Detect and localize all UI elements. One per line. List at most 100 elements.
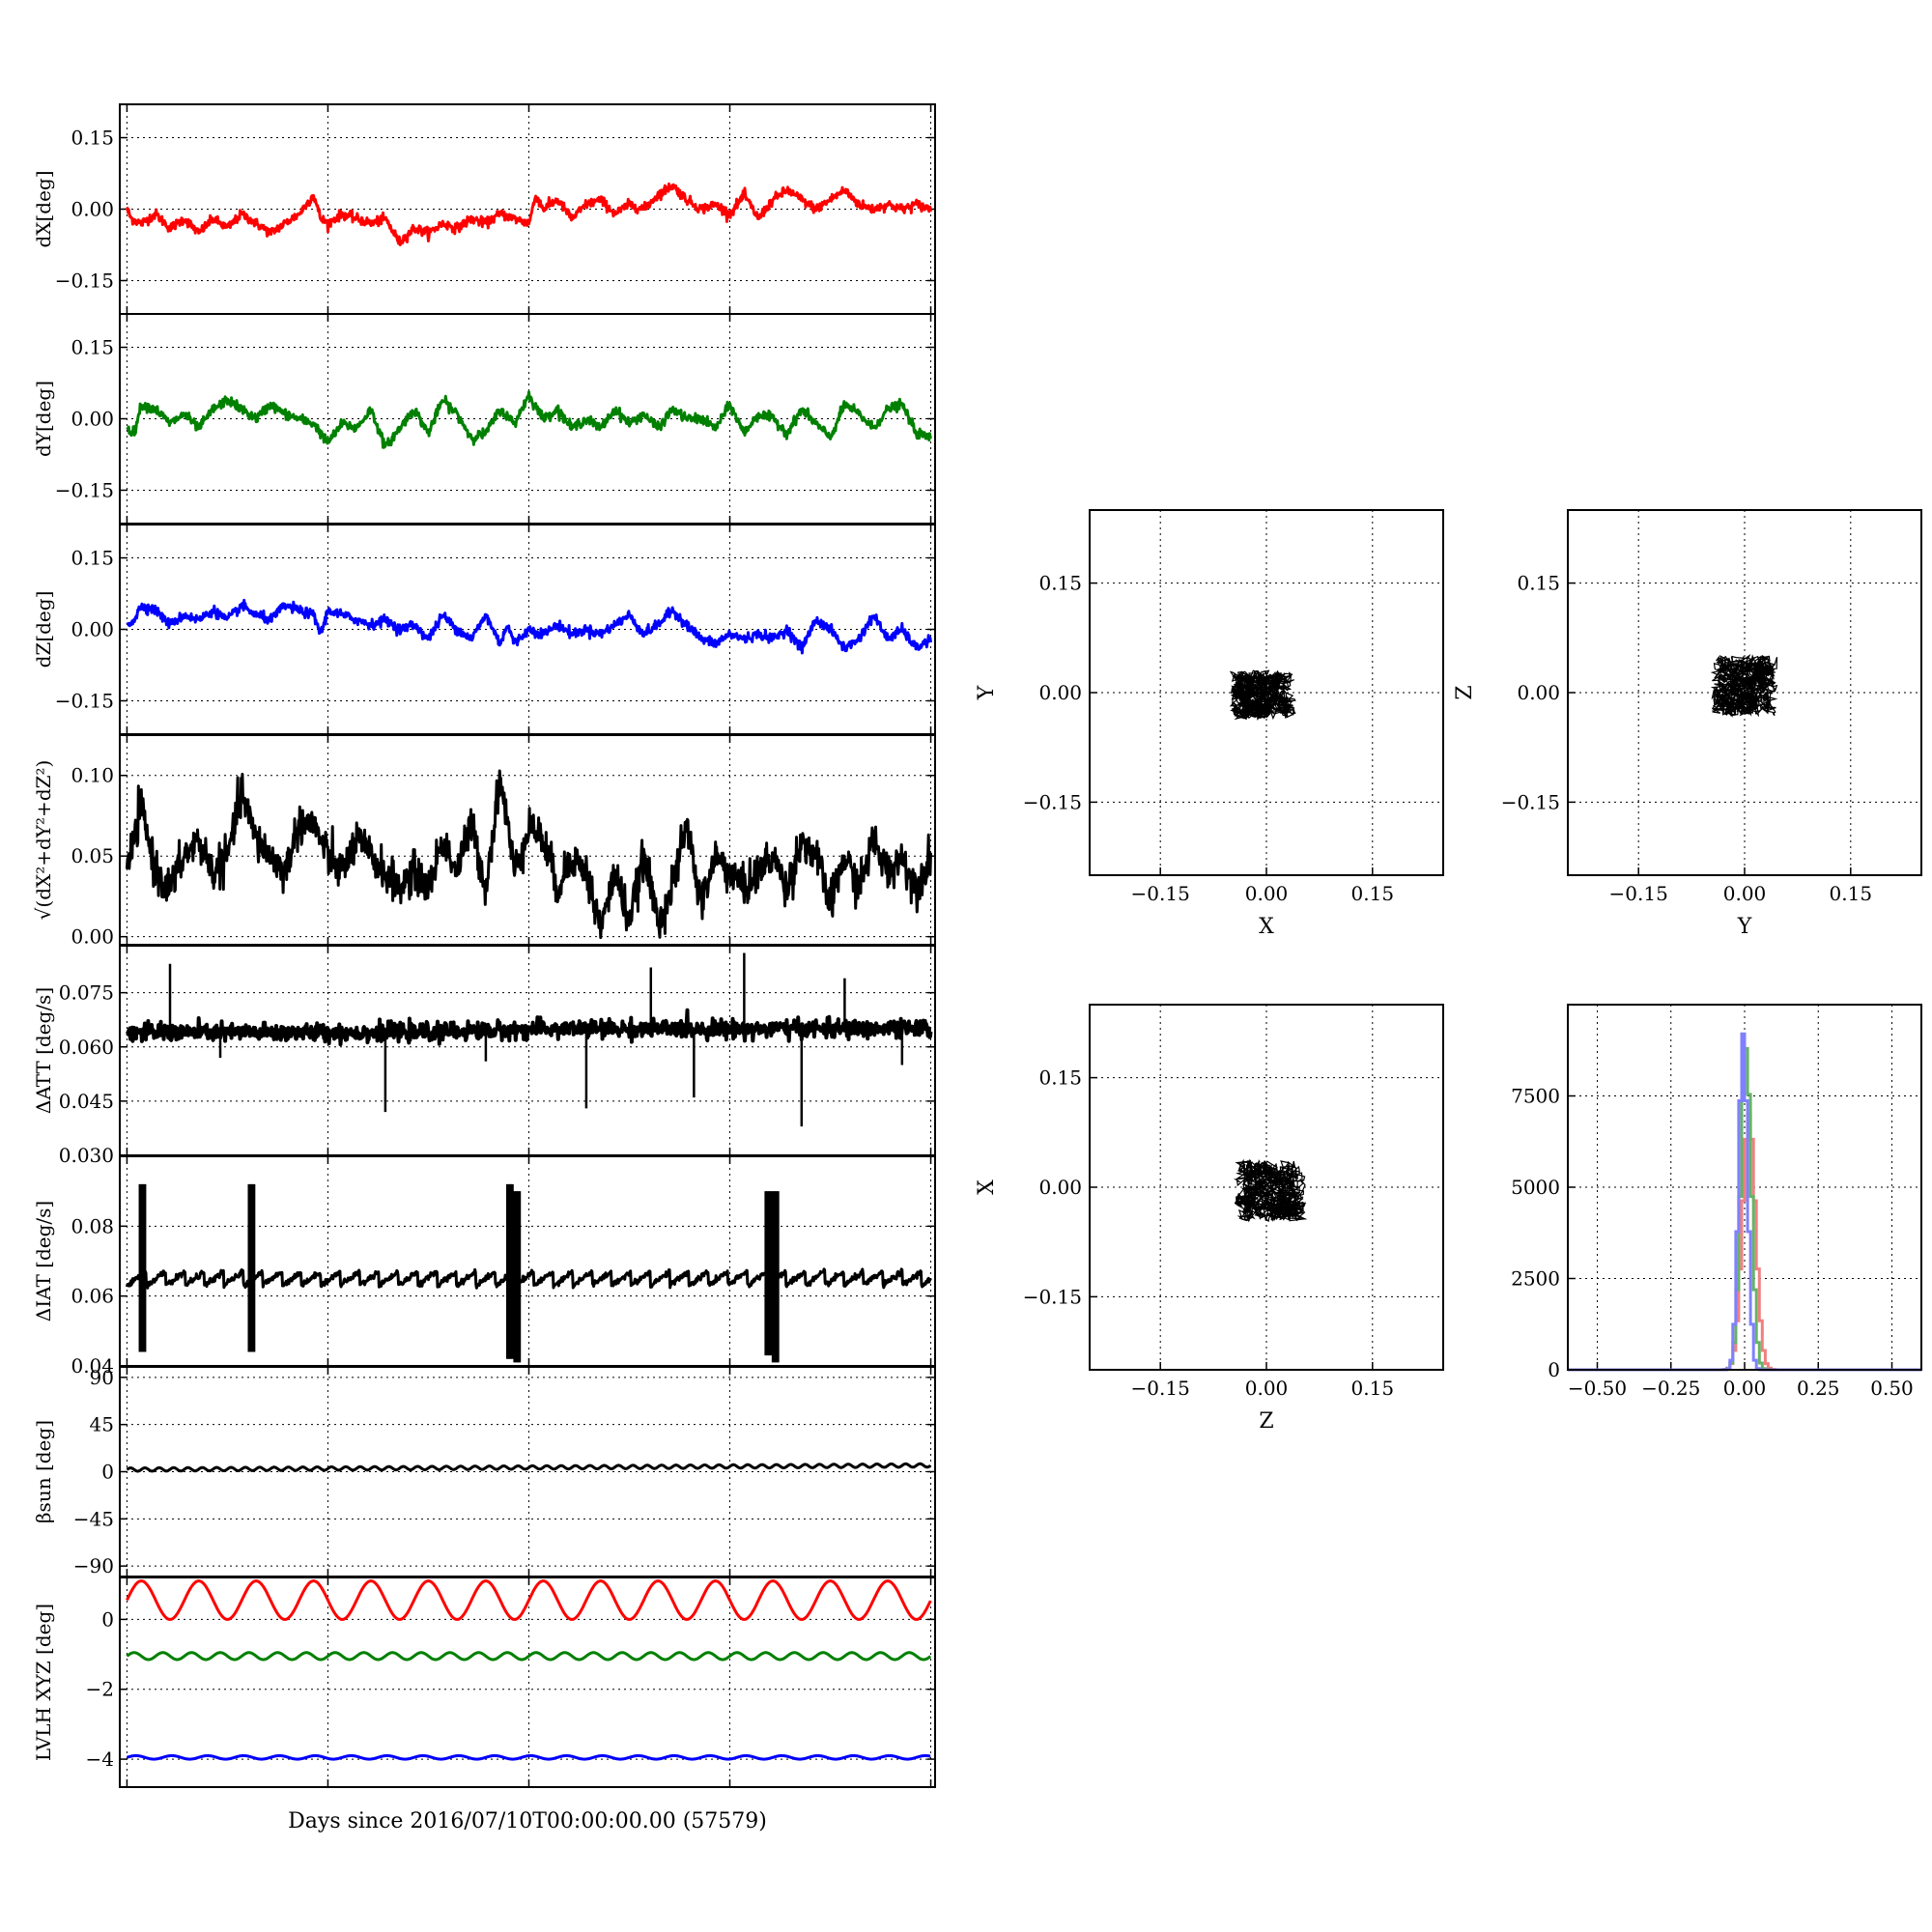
x-tick-label: −0.25 (1641, 1377, 1700, 1400)
y-tick-label: 0.00 (1038, 1176, 1082, 1199)
y-axis-label: X (975, 1179, 999, 1195)
y-tick-label: 0.060 (59, 1036, 114, 1059)
panel-frame (1567, 509, 1922, 876)
histogram-series (1568, 1112, 1921, 1372)
panel-frame (119, 1155, 936, 1367)
y-tick-label: 0.15 (1038, 1066, 1082, 1090)
scatter-trace (1229, 669, 1296, 721)
y-tick-label: −90 (73, 1554, 114, 1577)
y-tick-label: −0.15 (1023, 1285, 1082, 1308)
y-tick-label: 0.05 (71, 844, 114, 867)
y-tick-label: 0.06 (71, 1285, 114, 1308)
series-line (126, 598, 932, 655)
y-tick-label: 0.00 (71, 618, 114, 641)
y-tick-label: −0.15 (1023, 790, 1082, 813)
panel-XY: −0.15 −0.15 0.00 0.00 0.15 0.15 X Y (975, 509, 1444, 939)
y-tick-label: 0.04 (71, 1354, 114, 1378)
y-tick-label: 0.15 (71, 127, 114, 150)
series-line (126, 1754, 932, 1761)
series-line (125, 182, 932, 246)
panel-dX: −0.15 0.00 0.15 dX[deg] (32, 103, 936, 315)
y-tick-label: −4 (86, 1747, 114, 1771)
series-line (125, 769, 932, 940)
y-tick-label: 0.15 (1038, 572, 1082, 595)
y-axis-label: ΔATT [deg/s] (32, 987, 55, 1114)
panel-ZX: −0.15 −0.15 0.00 0.00 0.15 0.15 Z X (975, 1004, 1444, 1434)
panel-dIAT: 0.04 0.06 0.08 ΔIAT [deg/s] (32, 1155, 936, 1378)
y-tick-label: 0.00 (71, 925, 114, 949)
panel-dY: −0.15 0.00 0.15 dY[deg] (32, 313, 936, 525)
series-line (126, 1462, 932, 1473)
x-tick-label: 0.15 (1351, 1377, 1395, 1400)
x-axis-label: Y (1737, 915, 1752, 939)
panel-dR: 0.00 0.05 0.10 √(dX²+dY²+dZ²) (32, 734, 936, 949)
y-tick-label: −0.15 (55, 269, 114, 292)
x-tick-label: 0.25 (1797, 1377, 1840, 1400)
panel-frame (1089, 1004, 1444, 1371)
panel-frame (119, 945, 936, 1156)
y-tick-label: 0 (101, 1607, 114, 1631)
panel-frame (119, 1577, 936, 1788)
series-line (125, 1008, 933, 1047)
y-tick-label: 0.00 (1038, 681, 1082, 704)
y-axis-label: dX[deg] (32, 170, 55, 247)
x-axis-label: Z (1259, 1409, 1273, 1434)
x-tick-label: −0.15 (1131, 882, 1190, 905)
y-tick-label: 0.00 (1517, 681, 1560, 704)
y-tick-label: 7500 (1511, 1085, 1560, 1108)
y-axis-label: dY[deg] (32, 381, 55, 457)
y-axis-label: ΔIAT [deg/s] (32, 1201, 55, 1321)
y-tick-label: 0.10 (71, 764, 114, 787)
y-tick-label: −0.15 (55, 478, 114, 501)
series-line (126, 390, 932, 449)
panel-hist: −0.50 −0.25 0.00 0.25 0.50 0 2500 5000 7500 (1511, 1004, 1922, 1400)
panel-dZ: −0.15 0.00 0.15 dZ[deg] (32, 524, 936, 735)
y-tick-label: 0.08 (71, 1214, 114, 1237)
x-tick-label: 0.50 (1870, 1377, 1914, 1400)
y-axis-label: Z (1453, 685, 1477, 699)
y-tick-label: 0.00 (71, 198, 114, 221)
y-axis-label: dZ[deg] (32, 591, 55, 668)
y-axis-label: Y (975, 685, 999, 700)
y-axis-label: √(dX²+dY²+dZ²) (32, 760, 55, 921)
series-line (126, 1651, 932, 1662)
x-tick-label: −0.50 (1568, 1377, 1627, 1400)
y-tick-label: 0.045 (59, 1090, 114, 1113)
y-tick-label: −0.15 (1501, 790, 1560, 813)
y-tick-label: 0.15 (1517, 572, 1560, 595)
y-tick-label: −0.15 (55, 689, 114, 712)
y-axis-label: βsun [deg] (32, 1420, 55, 1523)
y-tick-label: 2500 (1511, 1267, 1560, 1291)
x-tick-label: 0.00 (1723, 1377, 1767, 1400)
x-tick-label: −0.15 (1609, 882, 1668, 905)
y-tick-label: 0.030 (59, 1144, 114, 1167)
y-tick-label: 0.00 (71, 408, 114, 431)
panel-YZ: −0.15 −0.15 0.00 0.00 0.15 0.15 Y Z (1453, 509, 1922, 939)
y-tick-label: 5000 (1511, 1176, 1560, 1199)
y-tick-label: 0 (1548, 1358, 1560, 1381)
panel-lvlh: −4 −2 0 LVLH XYZ [deg] (32, 1577, 936, 1788)
y-tick-label: 45 (90, 1413, 114, 1436)
y-tick-label: 0.075 (59, 981, 114, 1005)
x-tick-label: 0.15 (1351, 882, 1395, 905)
x-tick-label: 0.00 (1245, 1377, 1289, 1400)
y-tick-label: 0.15 (71, 547, 114, 570)
y-tick-label: 0 (101, 1461, 114, 1484)
panel-beta: −90 −45 0 45 90 βsun [deg] (32, 1366, 936, 1577)
series-line (126, 1579, 932, 1621)
scatter-trace (1234, 1158, 1308, 1223)
x-tick-label: 0.00 (1723, 882, 1767, 905)
series-line (125, 1267, 932, 1290)
panel-frame (1089, 509, 1444, 876)
x-tick-label: 0.15 (1830, 882, 1873, 905)
bottom-x-axis-label: Days since 2016/07/10T00:00:00.00 (57579… (288, 1809, 767, 1833)
x-tick-label: 0.00 (1245, 882, 1289, 905)
y-tick-label: 0.15 (71, 336, 114, 359)
x-tick-label: −0.15 (1131, 1377, 1190, 1400)
y-tick-label: −2 (86, 1678, 114, 1701)
y-tick-label: −45 (73, 1507, 114, 1530)
x-axis-label: X (1259, 915, 1274, 939)
panel-frame (1567, 1004, 1922, 1371)
